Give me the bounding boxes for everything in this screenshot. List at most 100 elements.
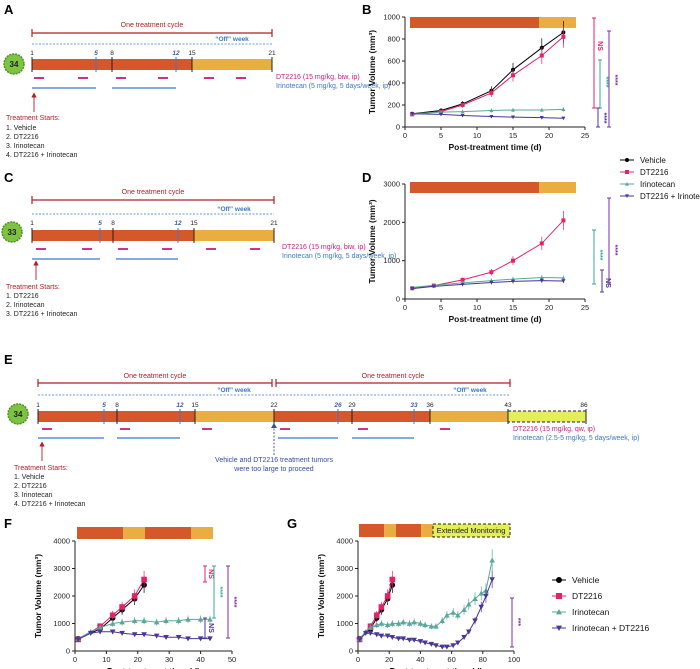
y-tick-label: 1000 <box>336 619 353 628</box>
legend-item: DT2216 <box>620 168 669 177</box>
y-tick-label: 3000 <box>336 564 353 573</box>
series-vehicle <box>410 21 566 116</box>
panel-label-g: G <box>287 516 297 531</box>
data-point <box>175 635 182 641</box>
data-point <box>561 34 566 39</box>
tumor-id-a: 34 <box>10 60 19 69</box>
data-point <box>556 609 562 615</box>
data-point <box>461 606 467 612</box>
group-label: 4. DT2216 + Irinotecan <box>6 152 78 159</box>
group-label: 3. Irinotecan <box>6 143 45 150</box>
day-label: 43 <box>504 402 512 409</box>
x-tick-label: 25 <box>581 303 589 312</box>
x-tick-label: 5 <box>439 131 443 140</box>
y-tick-label: 2000 <box>53 592 70 601</box>
data-point <box>410 287 415 291</box>
legend-fg: Vehicle DT2216 Irinotecan Irinotecan + DT22… <box>552 575 650 633</box>
y-tick-label: 4000 <box>336 537 353 546</box>
data-point <box>460 113 465 118</box>
data-point <box>185 636 191 642</box>
data-point <box>163 635 169 641</box>
data-point <box>556 625 562 631</box>
series-dt2216 <box>75 570 147 643</box>
day-label: 36 <box>426 402 434 409</box>
day-label-blue: 12 <box>176 402 184 409</box>
data-point <box>411 637 417 643</box>
series-irinotecan-dt2216 <box>356 570 495 650</box>
data-point <box>465 629 472 635</box>
legend-label: DT2216 <box>572 591 603 601</box>
series-dt2216 <box>356 570 396 643</box>
data-point <box>450 609 456 615</box>
legend-item: Vehicle <box>552 575 600 585</box>
x-tick-label: 50 <box>228 655 236 664</box>
x-tick-label: 80 <box>479 655 487 664</box>
irinotecan-regimen-c: Irinotecan (5 mg/kg, 5 days/week, ip) <box>282 253 396 260</box>
data-point <box>131 593 138 599</box>
legend-item: DT2216 + Irinotecan <box>620 192 700 201</box>
x-tick-label: 40 <box>196 655 204 664</box>
off-bar-e <box>195 411 274 422</box>
day-label: 15 <box>190 220 198 227</box>
data-point <box>406 637 413 643</box>
data-point <box>378 620 385 626</box>
y-tick-label: 3000 <box>383 180 400 189</box>
chart-f: F 0 1000 2000 3000 4000 0 10 20 30 40 50 Post-treat… <box>4 516 237 669</box>
data-point <box>185 616 191 622</box>
y-axis-label: Tumor Volume (mm³) <box>367 30 377 114</box>
data-point <box>197 636 204 642</box>
x-tick-label: 0 <box>403 303 407 312</box>
x-tick-label: 10 <box>102 655 110 664</box>
x-axis-label: Post-treatment time (d) <box>389 666 482 669</box>
data-point <box>367 624 374 630</box>
schedule-bar-off-b <box>539 17 576 28</box>
data-point <box>367 630 374 636</box>
irinotecan-regimen-e: Irinotecan (2.5-5 mg/kg, 5 days/week, ip… <box>513 435 639 442</box>
data-point <box>561 218 566 223</box>
legend-item: Irinotecan <box>552 607 610 617</box>
y-tick-label: 2000 <box>383 218 400 227</box>
data-point <box>87 630 94 636</box>
data-point <box>483 593 489 599</box>
series-vehicle <box>356 577 396 642</box>
significance-label: **** <box>230 597 237 608</box>
tumor-id-e: 34 <box>14 410 23 419</box>
significance-label: NS <box>596 41 603 51</box>
series-irinotecan <box>356 549 495 641</box>
data-point <box>153 619 160 625</box>
day-label-blue: 26 <box>333 402 342 409</box>
treatment-starts-e: Treatment Starts: <box>14 465 68 472</box>
data-point <box>489 90 494 95</box>
x-axis-label: Post-treatment time (d) <box>107 666 200 669</box>
data-point <box>539 275 544 280</box>
data-point <box>131 632 138 638</box>
off1-label-e: “Off” week <box>217 387 251 394</box>
x-tick-label: 20 <box>134 655 142 664</box>
data-point <box>625 170 629 174</box>
day-label: 21 <box>270 220 278 227</box>
data-point <box>539 53 544 58</box>
x-axis-label: Post-treatment time (d) <box>448 314 541 324</box>
data-point <box>131 617 138 623</box>
y-tick-label: 400 <box>387 79 400 88</box>
legend-item: Irinotecan <box>620 180 675 189</box>
off-bar-c <box>194 230 274 241</box>
x-tick-label: 0 <box>403 131 407 140</box>
data-point <box>356 637 363 643</box>
data-point <box>410 112 415 116</box>
significance-label: NS <box>207 623 214 633</box>
data-point <box>472 595 478 601</box>
data-point <box>384 633 391 639</box>
data-point <box>433 623 439 629</box>
day-label: 15 <box>188 50 196 57</box>
x-tick-label: 100 <box>508 655 521 664</box>
y-tick-label: 1000 <box>383 256 400 265</box>
data-point <box>465 601 472 607</box>
data-point <box>163 617 169 623</box>
off-bar-a <box>192 59 272 70</box>
treatment-starts-c: Treatment Starts: <box>6 284 60 291</box>
cycle1-label-e: One treatment cycle <box>124 373 187 380</box>
data-point <box>389 620 396 626</box>
data-point <box>439 644 446 650</box>
tumor-icon-e: 34 <box>7 403 29 425</box>
